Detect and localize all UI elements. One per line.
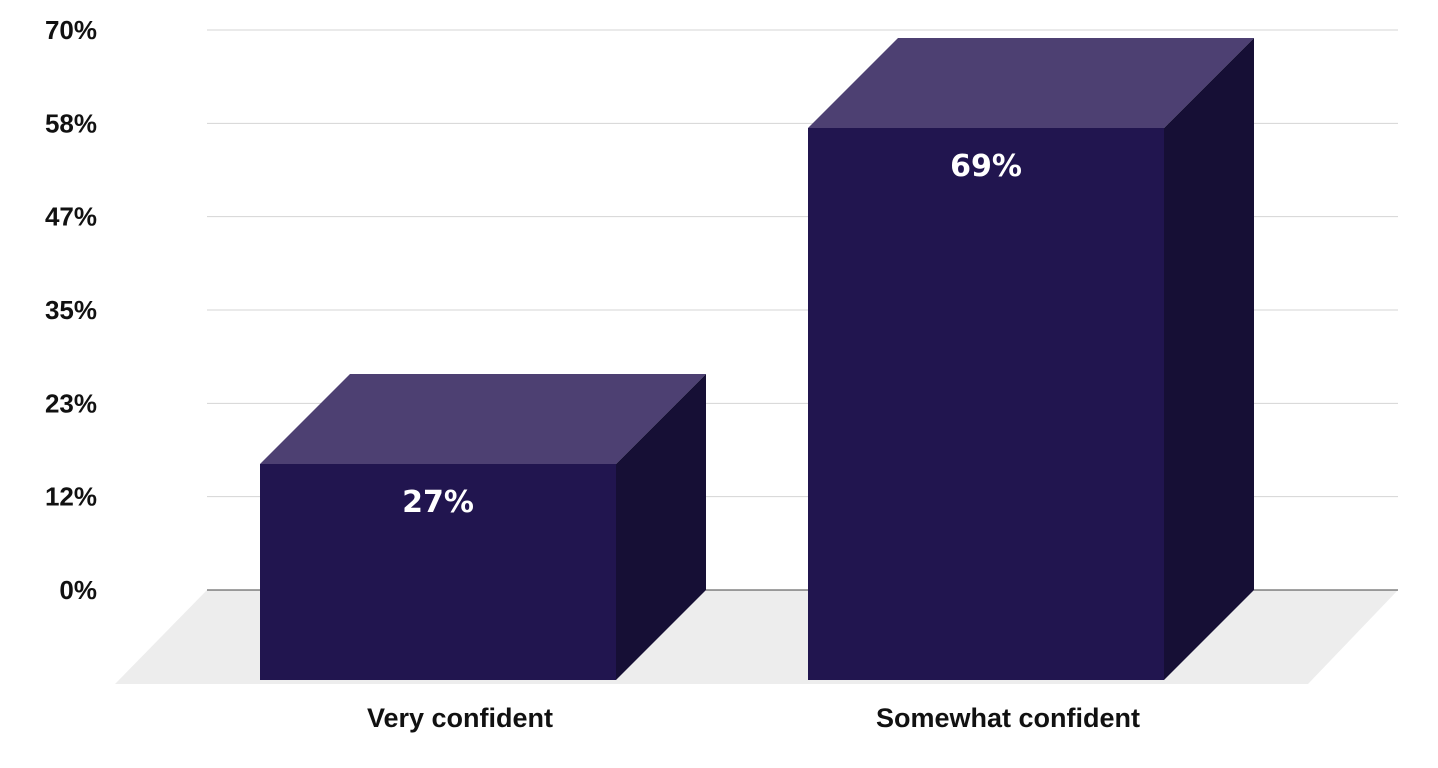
y-tick-label: 58% [45,108,97,138]
x-category-label: Very confident [367,703,553,733]
y-tick-label: 47% [45,202,97,232]
bars: 27% 69% [260,38,1254,680]
x-category-label: Somewhat confident [876,703,1140,733]
bar-2: 69% [808,38,1254,680]
y-tick-label: 35% [45,295,97,325]
bar-value-label: 69% [950,149,1022,184]
bar-side-face [616,374,706,680]
bar-value-label: 27% [402,485,474,520]
bar-top-face [260,374,706,464]
y-axis-ticks: 0% 12% 23% 35% 47% 58% 70% [45,15,97,605]
bar-front-face [808,128,1164,680]
y-tick-label: 0% [59,575,97,605]
category-labels: Very confident Somewhat confident [367,703,1140,733]
bar-1: 27% [260,374,706,680]
y-tick-label: 12% [45,482,97,512]
bar-front-face [260,464,616,680]
y-tick-label: 23% [45,388,97,418]
bar-side-face [1164,38,1254,680]
bar-top-face [808,38,1254,128]
y-tick-label: 70% [45,15,97,45]
